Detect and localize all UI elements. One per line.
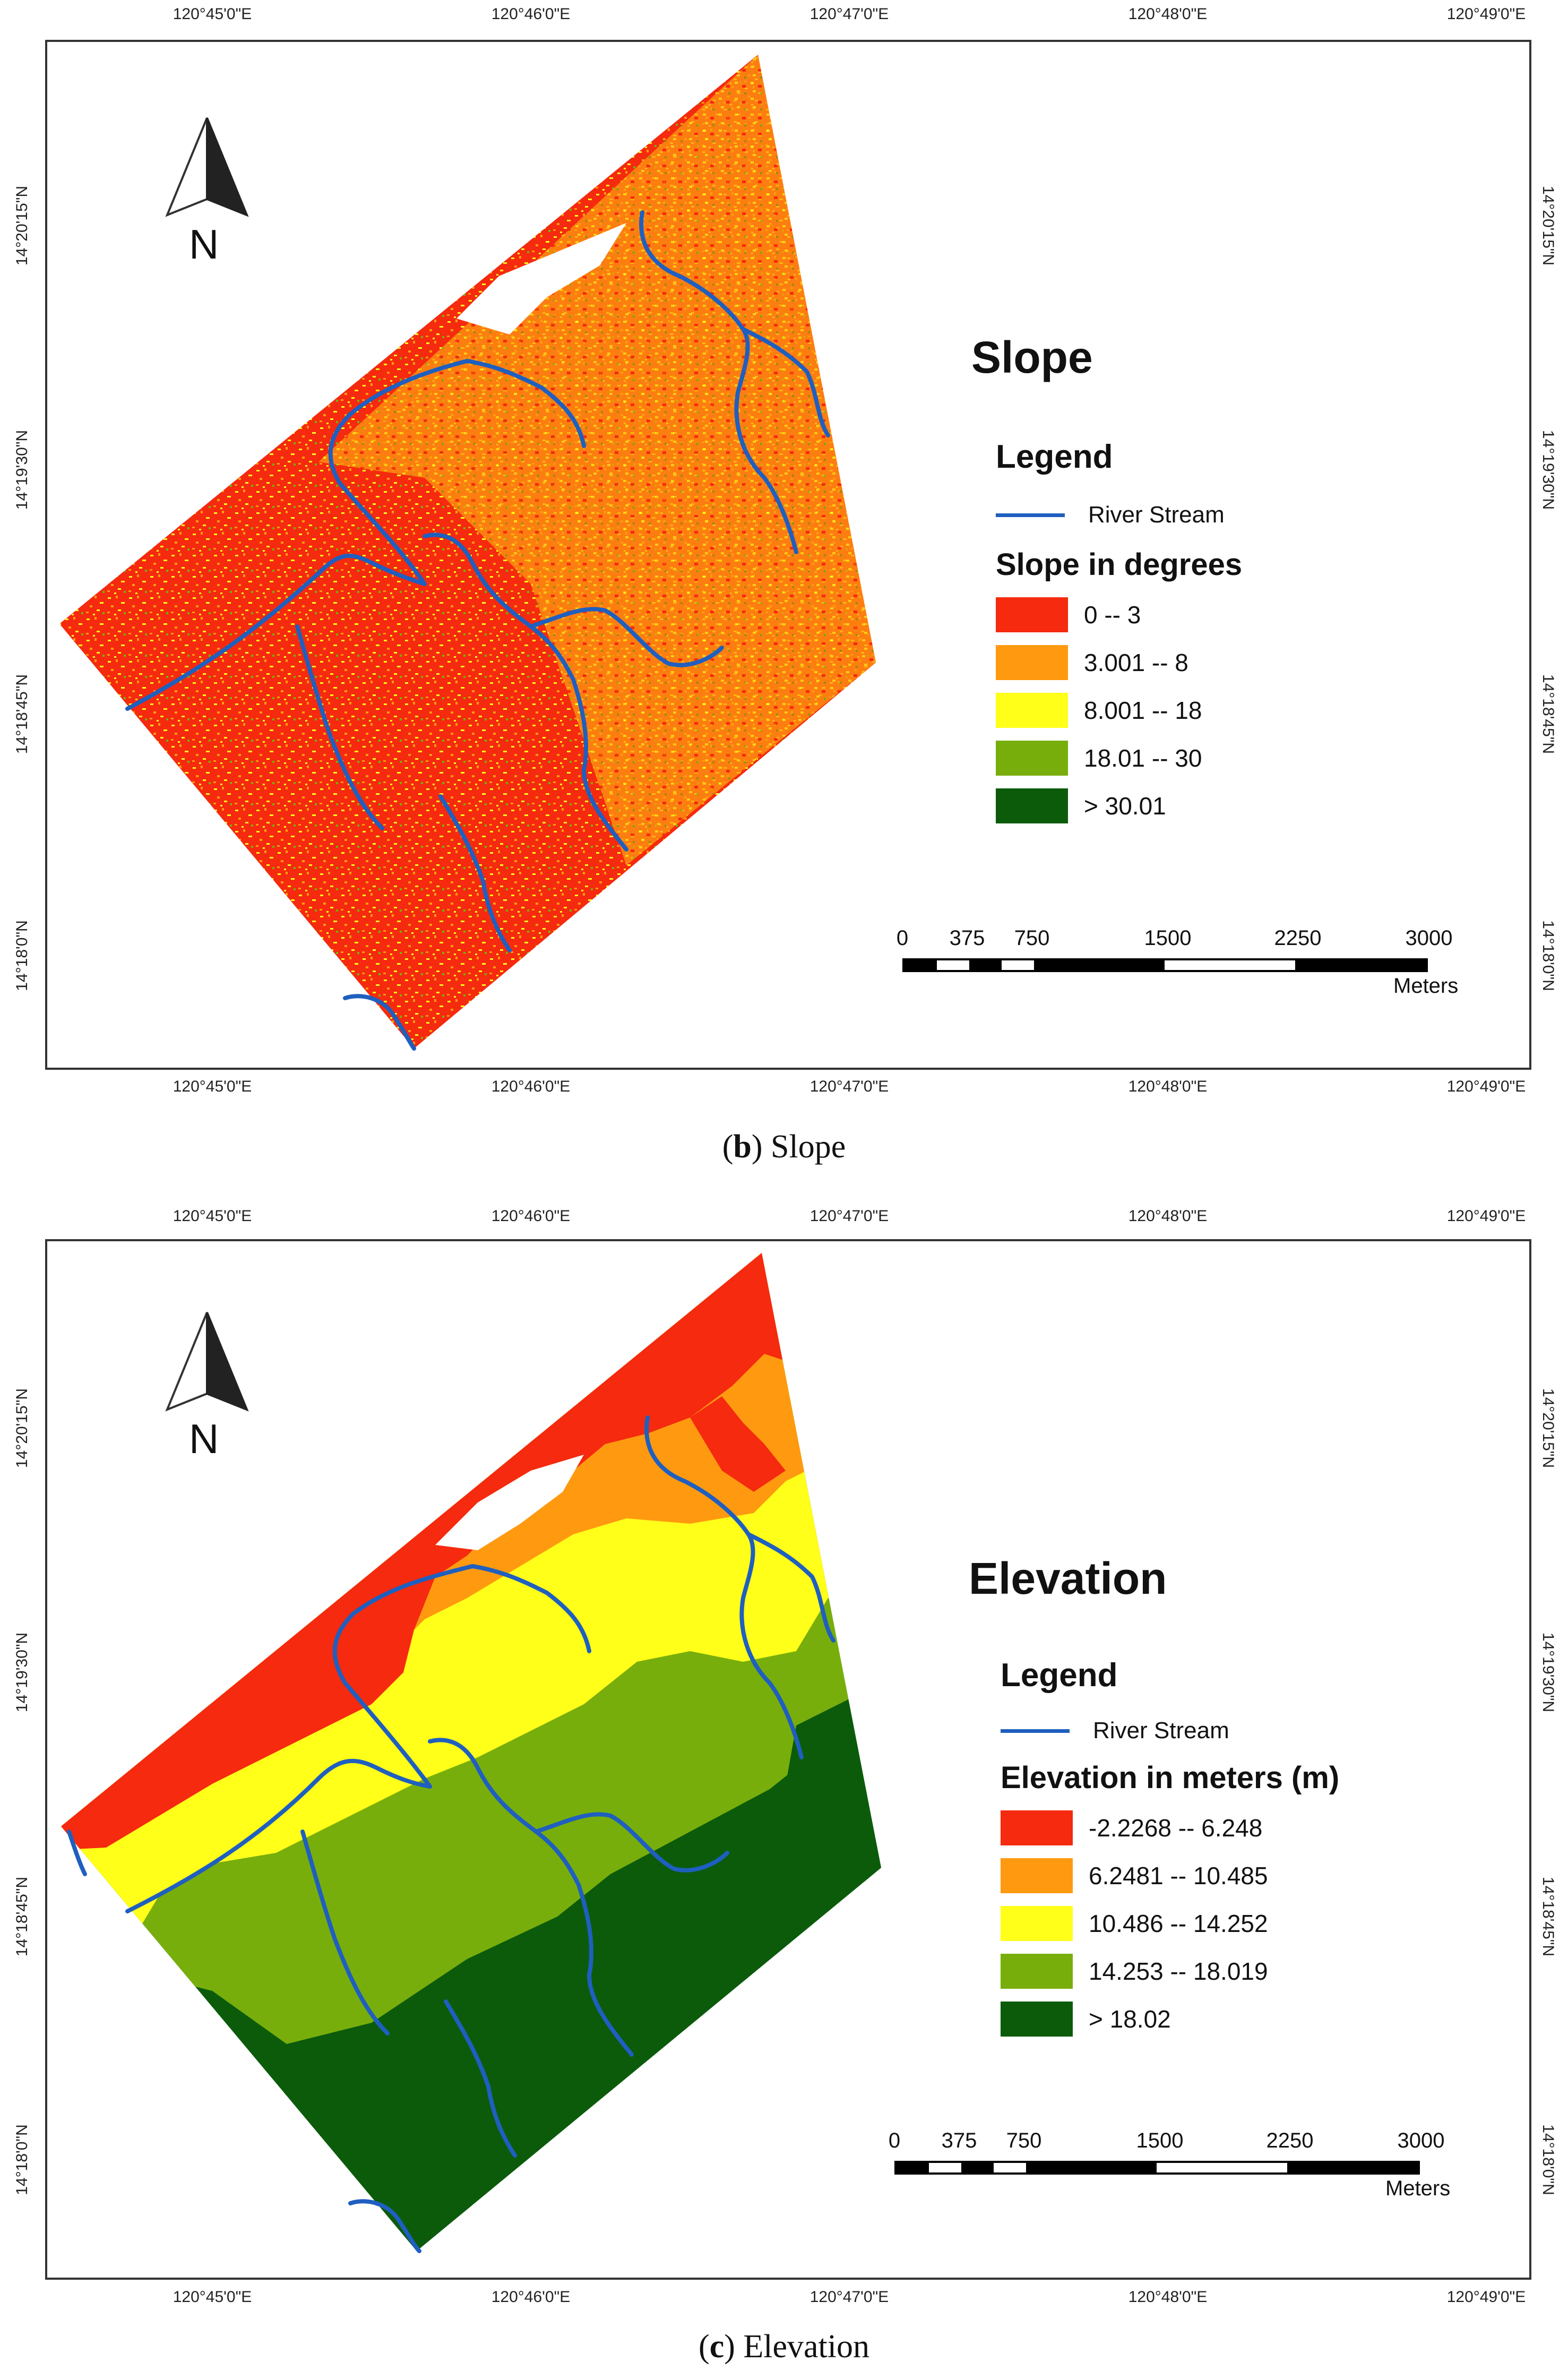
longitude-tick-bottom: 120°49'0"E bbox=[1446, 1078, 1526, 1095]
class-label: 8.001 -- 18 bbox=[1084, 697, 1202, 724]
north-arrow-icon bbox=[165, 117, 249, 217]
caption-text: Slope bbox=[762, 1129, 846, 1165]
river-line-swatch bbox=[1001, 1729, 1070, 1733]
river-line-swatch bbox=[996, 513, 1065, 517]
class-label: 10.486 -- 14.252 bbox=[1089, 1910, 1268, 1937]
longitude-tick-top: 120°48'0"E bbox=[1128, 1207, 1208, 1225]
elevation-class-heading: Elevation in meters (m) bbox=[1001, 1760, 1340, 1795]
longitude-tick-top: 120°49'0"E bbox=[1446, 1207, 1526, 1225]
legend-class-item: 14.253 -- 18.019 bbox=[1001, 1954, 1268, 1989]
scale-label: 1500 bbox=[1136, 2129, 1184, 2152]
longitude-tick-bottom: 120°46'0"E bbox=[491, 1078, 571, 1095]
class-swatch bbox=[1001, 2002, 1073, 2037]
scale-label: 3000 bbox=[1397, 2129, 1445, 2152]
longitude-tick-bottom: 120°45'0"E bbox=[173, 2288, 252, 2306]
scale-label: 375 bbox=[941, 2129, 977, 2152]
class-label: 14.253 -- 18.019 bbox=[1089, 1957, 1268, 1985]
river-stream-label: River Stream bbox=[1088, 502, 1225, 528]
longitude-tick-bottom: 120°49'0"E bbox=[1446, 2288, 1526, 2306]
scale-label: 375 bbox=[949, 926, 985, 950]
longitude-tick-top: 120°48'0"E bbox=[1128, 5, 1208, 23]
scale-bar-graphic bbox=[902, 958, 1428, 972]
class-label: 3.001 -- 8 bbox=[1084, 649, 1188, 676]
class-swatch bbox=[996, 645, 1068, 680]
slope-class-heading: Slope in degrees bbox=[996, 547, 1243, 582]
legend-item-river: River Stream bbox=[1001, 1717, 1229, 1744]
scale-unit: Meters bbox=[1393, 974, 1459, 998]
class-label: -2.2268 -- 6.248 bbox=[1089, 1814, 1263, 1842]
legend-class-item: 6.2481 -- 10.485 bbox=[1001, 1858, 1268, 1893]
legend-class-item: 8.001 -- 18 bbox=[996, 693, 1202, 728]
class-label: 6.2481 -- 10.485 bbox=[1089, 1862, 1268, 1890]
longitude-tick-bottom: 120°48'0"E bbox=[1128, 1078, 1208, 1095]
class-swatch bbox=[1001, 1858, 1073, 1893]
legend-class-item: > 30.01 bbox=[996, 788, 1166, 823]
legend-heading: Legend bbox=[996, 439, 1113, 475]
caption-letter: c bbox=[709, 2329, 725, 2365]
map-title: Elevation bbox=[969, 1553, 1167, 1603]
scale-label: 2250 bbox=[1274, 926, 1322, 950]
nodata-patch bbox=[435, 1455, 584, 1550]
class-swatch bbox=[1001, 1906, 1073, 1941]
class-swatch bbox=[996, 693, 1068, 728]
longitude-tick-bottom: 120°47'0"E bbox=[809, 1078, 889, 1095]
legend-class-item: 0 -- 3 bbox=[996, 597, 1141, 632]
legend-class-item: 18.01 -- 30 bbox=[996, 741, 1202, 776]
slope-raster-hilly-zone bbox=[318, 55, 876, 865]
north-arrow-icon bbox=[165, 1312, 249, 1412]
north-label: N bbox=[189, 1415, 219, 1462]
class-swatch bbox=[996, 788, 1068, 823]
class-swatch bbox=[1001, 1810, 1073, 1845]
north-label: N bbox=[189, 221, 219, 268]
longitude-tick-bottom: 120°45'0"E bbox=[173, 1078, 252, 1095]
longitude-tick-top: 120°45'0"E bbox=[173, 1207, 252, 1225]
class-label: 18.01 -- 30 bbox=[1084, 744, 1202, 772]
legend-class-item: > 18.02 bbox=[1001, 2002, 1171, 2037]
scale-label: 2250 bbox=[1266, 2129, 1314, 2152]
legend-heading: Legend bbox=[1001, 1657, 1118, 1694]
river-streams bbox=[125, 210, 830, 1051]
caption-letter: b bbox=[733, 1129, 752, 1165]
scale-label: 1500 bbox=[1144, 926, 1192, 950]
class-swatch bbox=[996, 741, 1068, 776]
longitude-tick-bottom: 120°47'0"E bbox=[809, 2288, 889, 2306]
class-label: 0 -- 3 bbox=[1084, 601, 1141, 629]
scale-label: 3000 bbox=[1405, 926, 1453, 950]
longitude-tick-bottom: 120°48'0"E bbox=[1128, 2288, 1208, 2306]
legend-item-river: River Stream bbox=[996, 502, 1225, 528]
longitude-tick-bottom: 120°46'0"E bbox=[491, 2288, 571, 2306]
longitude-tick-top: 120°47'0"E bbox=[809, 5, 889, 23]
figure-caption: (c) Elevation bbox=[699, 2329, 869, 2365]
scale-label: 0 bbox=[896, 926, 909, 950]
map-title: Slope bbox=[971, 332, 1093, 382]
class-label: > 18.02 bbox=[1089, 2005, 1171, 2033]
river-streams bbox=[67, 1415, 835, 2253]
legend-class-item: 3.001 -- 8 bbox=[996, 645, 1188, 680]
slope-map-panel: 120°45'0"E 120°46'0"E 120°47'0"E 120°48'… bbox=[0, 0, 1568, 1189]
legend-class-item: -2.2268 -- 6.248 bbox=[1001, 1810, 1262, 1845]
scale-label: 750 bbox=[1006, 2129, 1042, 2152]
longitude-tick-top: 120°46'0"E bbox=[491, 1207, 571, 1225]
longitude-tick-top: 120°46'0"E bbox=[491, 5, 571, 23]
class-swatch bbox=[1001, 1954, 1073, 1989]
scale-unit: Meters bbox=[1385, 2177, 1451, 2200]
legend-class-item: 10.486 -- 14.252 bbox=[1001, 1906, 1268, 1941]
scale-label: 750 bbox=[1014, 926, 1050, 950]
figure-caption: (b) Slope bbox=[722, 1129, 846, 1165]
scale-label: 0 bbox=[888, 2129, 901, 2152]
longitude-tick-top: 120°47'0"E bbox=[809, 1207, 889, 1225]
river-stream-label: River Stream bbox=[1093, 1717, 1229, 1744]
caption-text: Elevation bbox=[735, 2329, 869, 2365]
elevation-map-panel: 120°45'0"E 120°46'0"E 120°47'0"E 120°48'… bbox=[0, 1195, 1568, 2379]
class-swatch bbox=[996, 597, 1068, 632]
longitude-tick-top: 120°45'0"E bbox=[173, 5, 252, 23]
nodata-patch bbox=[456, 223, 626, 334]
class-label: > 30.01 bbox=[1084, 792, 1166, 820]
scale-bar-graphic bbox=[894, 2161, 1420, 2175]
slope-map-area bbox=[59, 55, 876, 1051]
elevation-map-area bbox=[61, 1253, 881, 2253]
longitude-tick-top: 120°49'0"E bbox=[1446, 5, 1526, 23]
